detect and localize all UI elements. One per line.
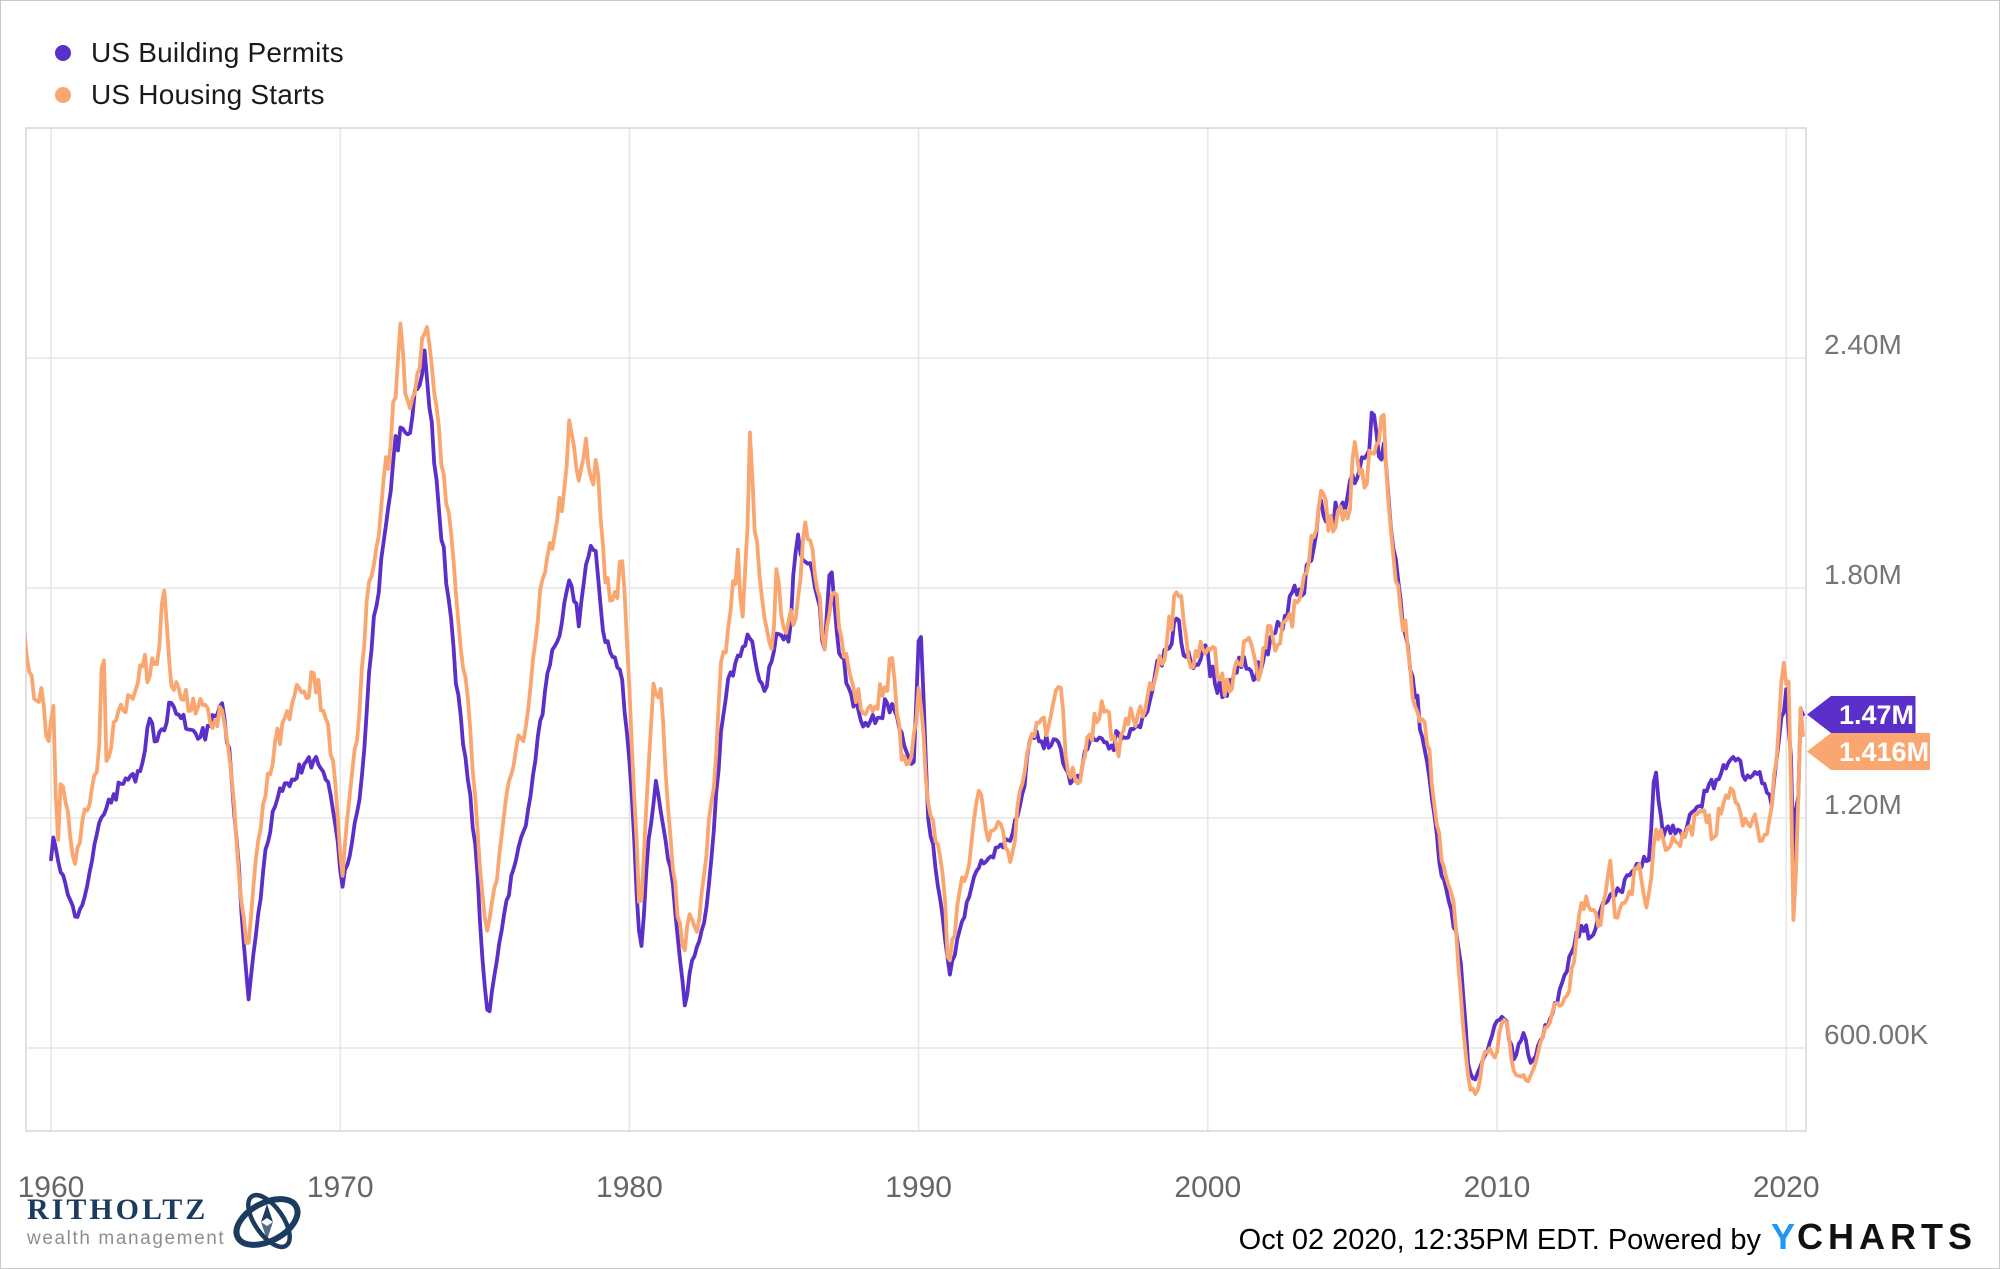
- legend-item-us-housing-starts[interactable]: US Housing Starts: [55, 79, 344, 110]
- legend-label-us-housing-starts: US Housing Starts: [91, 79, 325, 110]
- legend-item-us-building-permits[interactable]: US Building Permits: [55, 37, 344, 68]
- x-axis-label-1960: 1960: [18, 1171, 85, 1204]
- ritholtz-logo-subtitle: wealth management: [27, 1227, 226, 1249]
- ritholtz-logo: RITHOLTZ wealth management: [27, 1188, 305, 1256]
- y-axis-label-1.20M: 1.20M: [1824, 789, 1902, 820]
- legend-label-us-building-permits: US Building Permits: [91, 37, 344, 68]
- value-badge-label: 1.416M: [1839, 737, 1929, 767]
- x-axis-label-2000: 2000: [1174, 1171, 1241, 1204]
- ycharts-logo: Y CHARTS: [1771, 1216, 1977, 1258]
- y-axis-label-2.40M: 2.40M: [1824, 329, 1902, 360]
- series-line-us-housing-starts: [26, 321, 1805, 1096]
- legend-marker-icon: [55, 87, 71, 103]
- value-badge-us-housing-starts: 1.416M: [1807, 733, 1930, 770]
- plot-border: [25, 127, 1807, 1132]
- footer-attribution: Oct 02 2020, 12:35PM EDT. Powered by Y C…: [1239, 1216, 1977, 1258]
- chart-legend: US Building Permits US Housing Starts: [55, 37, 344, 122]
- x-axis-label-2010: 2010: [1464, 1171, 1531, 1204]
- series-line-us-building-permits: [49, 348, 1805, 1082]
- legend-marker-icon: [55, 45, 71, 61]
- x-axis-label-1990: 1990: [885, 1171, 952, 1204]
- value-badge-us-building-permits: 1.47M: [1807, 696, 1916, 733]
- y-axis-label-1.80M: 1.80M: [1824, 559, 1902, 590]
- x-axis-label-1980: 1980: [596, 1171, 663, 1204]
- y-axis-label-600.00K: 600.00K: [1824, 1019, 1929, 1050]
- ycharts-logo-charts: CHARTS: [1797, 1216, 1977, 1257]
- x-axis-label-1970: 1970: [307, 1171, 374, 1204]
- ycharts-logo-y: Y: [1770, 1216, 1797, 1257]
- powered-by-text: Powered by: [1607, 1224, 1761, 1256]
- ritholtz-globe-icon: [233, 1192, 301, 1250]
- ritholtz-logo-title: RITHOLTZ: [27, 1192, 209, 1226]
- value-badge-label: 1.47M: [1839, 700, 1914, 730]
- x-axis-label-2020: 2020: [1753, 1171, 1820, 1204]
- timestamp-text: Oct 02 2020, 12:35PM EDT.: [1238, 1224, 1600, 1256]
